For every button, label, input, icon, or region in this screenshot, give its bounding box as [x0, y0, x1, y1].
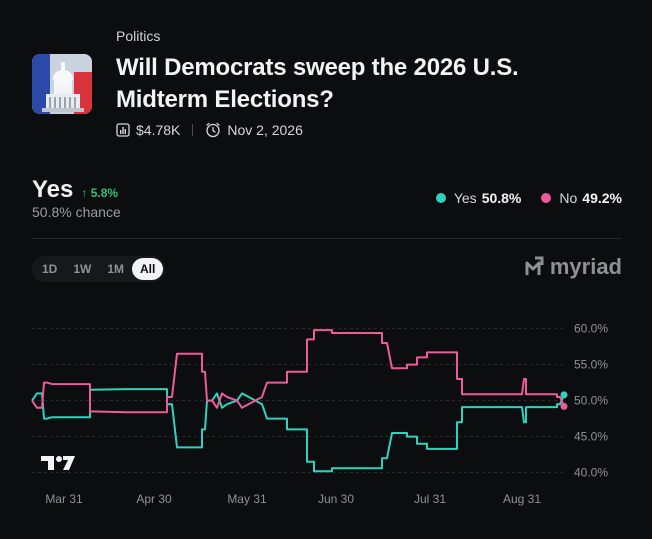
legend-dot-yes	[435, 193, 446, 203]
legend-label-no: No	[559, 190, 578, 206]
brand-watermark: myriad	[524, 254, 622, 280]
tradingview-logo-icon	[41, 456, 75, 470]
range-all-button[interactable]: All	[132, 258, 164, 280]
y-tick-label: 60.0%	[574, 322, 608, 336]
x-tick-label: Mar 31	[45, 492, 83, 506]
time-range-selector: 1D 1W 1M All	[32, 256, 166, 282]
end-date: Nov 2, 2026	[227, 122, 303, 138]
myriad-logo-icon	[525, 256, 544, 275]
legend-label-yes: Yes	[453, 190, 477, 206]
legend-value-yes: 50.8%	[481, 190, 522, 206]
range-1d-button[interactable]: 1D	[42, 262, 58, 276]
series-line-yes	[31, 388, 565, 473]
capitol-building-icon	[32, 54, 92, 114]
y-tick-label: 55.0%	[574, 358, 608, 372]
clock-icon	[206, 122, 221, 138]
series-line-no	[31, 329, 565, 414]
range-1m-button[interactable]: 1M	[107, 262, 125, 276]
outcome-name: Yes	[32, 176, 74, 203]
x-tick-label: May 31	[227, 492, 267, 506]
chart-legend: Yes 50.8% No 49.2%	[416, 190, 622, 206]
y-tick-label: 40.0%	[574, 466, 608, 480]
outcome-change: ↑ 5.8%	[81, 186, 119, 200]
y-tick-label: 45.0%	[574, 430, 608, 444]
x-tick-label: Apr 30	[136, 492, 172, 506]
y-tick-label: 50.0%	[574, 394, 608, 408]
outcome-chance: 50.8% chance	[32, 204, 121, 220]
series-endpoint-yes	[560, 391, 568, 399]
meta-divider	[192, 124, 194, 136]
market-meta: $4.78K Nov 2, 2026	[116, 120, 303, 140]
x-tick-label: Aug 31	[503, 492, 541, 506]
legend-dot-no	[541, 193, 552, 203]
volume-value: $4.78K	[136, 122, 181, 138]
legend-value-no: 49.2%	[582, 190, 622, 206]
brand-name: myriad	[549, 254, 622, 279]
x-tick-label: Jun 30	[318, 492, 354, 506]
series-endpoint-no	[560, 402, 568, 410]
range-1w-button[interactable]: 1W	[73, 262, 92, 276]
legend-item-yes[interactable]: Yes 50.8%	[435, 190, 522, 206]
market-title: Will Democrats sweep the 2026 U.S. Midte…	[116, 54, 519, 113]
x-tick-label: Jul 31	[414, 492, 446, 506]
market-thumbnail	[32, 54, 92, 114]
volume-icon	[116, 123, 130, 137]
legend-item-no[interactable]: No 49.2%	[541, 190, 622, 206]
market-category[interactable]: Politics	[116, 28, 161, 44]
price-chart[interactable]: 60.0% 55.0% 50.0% 45.0% 40.0% Mar 31 Apr 30 Ma…	[0, 320, 652, 510]
outcome-header: Yes ↑ 5.8%	[32, 176, 118, 204]
section-divider	[32, 238, 622, 239]
